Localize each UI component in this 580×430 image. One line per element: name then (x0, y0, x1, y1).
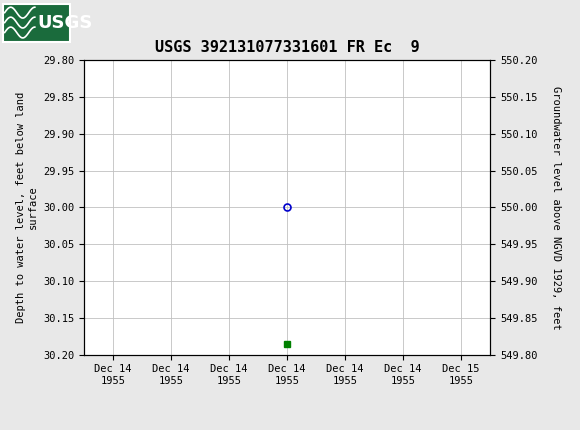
Title: USGS 392131077331601 FR Ec  9: USGS 392131077331601 FR Ec 9 (155, 40, 419, 55)
Bar (3, 3, 70, 42)
Y-axis label: Groundwater level above NGVD 1929, feet: Groundwater level above NGVD 1929, feet (551, 86, 561, 329)
Text: USGS: USGS (38, 14, 93, 31)
Y-axis label: Depth to water level, feet below land
surface: Depth to water level, feet below land su… (16, 92, 38, 323)
